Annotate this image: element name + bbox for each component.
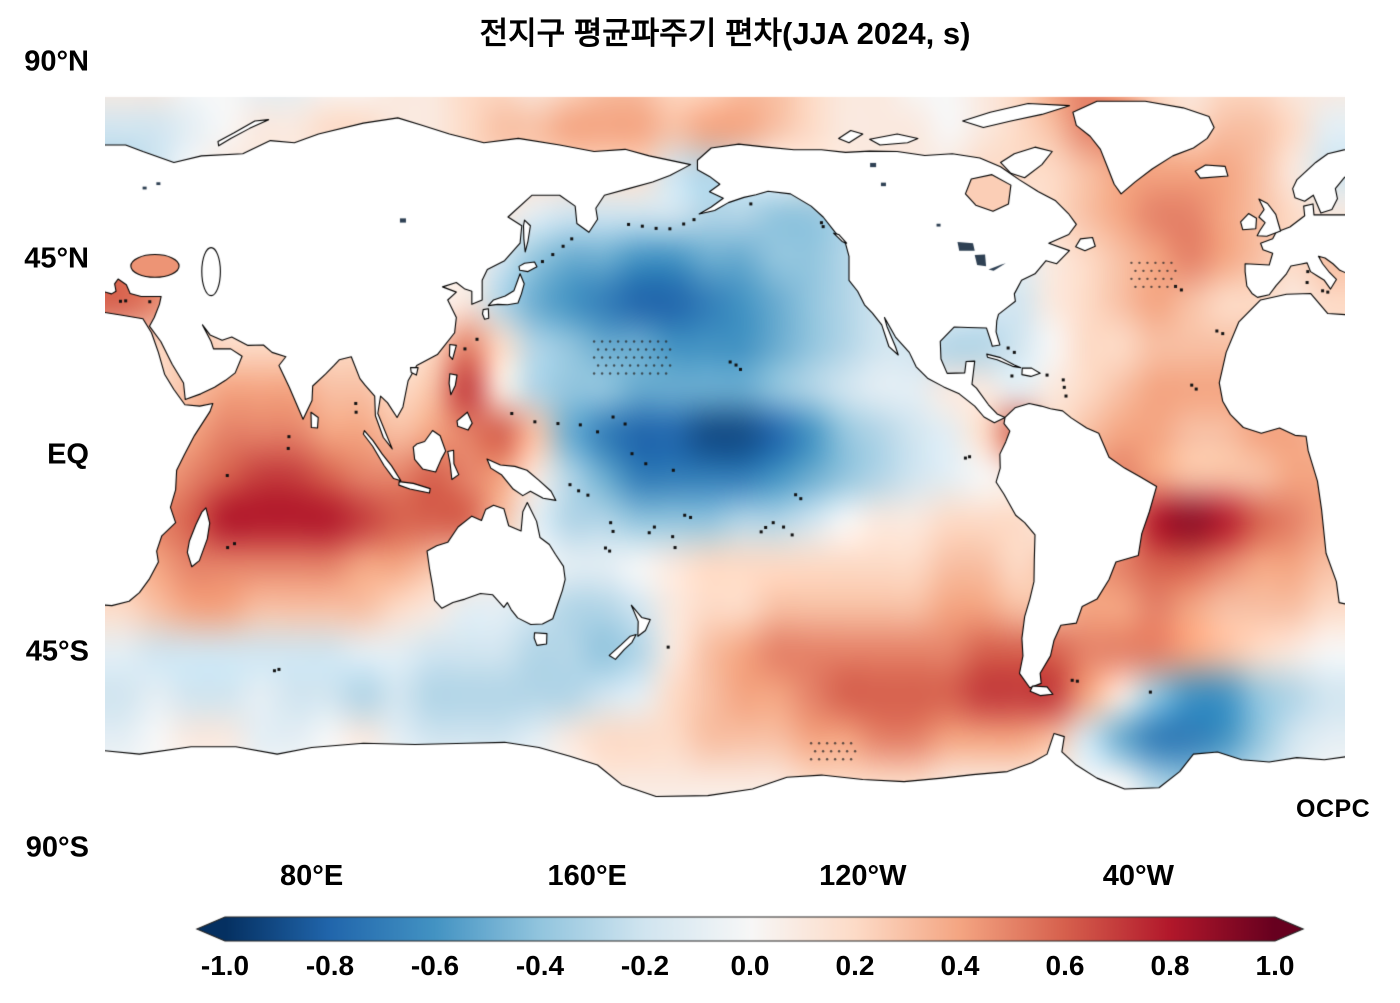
cb-tick: 1.0 [1255, 950, 1295, 981]
cb-tick: 0.0 [730, 950, 770, 981]
y-axis: 90°N 45°N EQ 45°S 90°S [0, 46, 97, 864]
x-tick-160e: 160°E [547, 860, 627, 892]
cb-tick: -1.0 [200, 950, 250, 981]
ocpc-watermark: OCPC [1296, 795, 1371, 823]
x-tick-120w: 120°W [819, 860, 907, 892]
colorbar-ticks: -1.0 -0.8 -0.6 -0.4 -0.2 0.0 0.2 0.4 0.6… [195, 950, 1305, 986]
cb-tick: -0.6 [410, 950, 460, 981]
cb-tick: -0.2 [620, 950, 670, 981]
x-tick-40w: 40°W [1102, 860, 1174, 892]
cb-tick: -0.4 [515, 950, 565, 981]
cb-tick: -0.8 [305, 950, 355, 981]
y-tick-eq: EQ [47, 438, 89, 471]
world-anomaly-map [105, 62, 1345, 848]
x-tick-80e: 80°E [280, 860, 344, 892]
y-tick-45s: 45°S [25, 635, 89, 667]
cb-tick: 0.6 [1045, 950, 1085, 981]
cb-tick: 0.2 [835, 950, 875, 981]
y-tick-90n: 90°N [24, 45, 89, 78]
chart-title: 전지구 평균파주기 편차(JJA 2024, s) [479, 16, 971, 51]
cb-tick: 0.8 [1150, 950, 1190, 981]
x-axis: 80°E 160°E 120°W 40°W [105, 860, 1345, 900]
cb-tick: 0.4 [940, 950, 980, 981]
y-tick-90s: 90°S [25, 831, 89, 864]
colorbar [195, 914, 1305, 944]
y-tick-45n: 45°N [24, 242, 89, 274]
